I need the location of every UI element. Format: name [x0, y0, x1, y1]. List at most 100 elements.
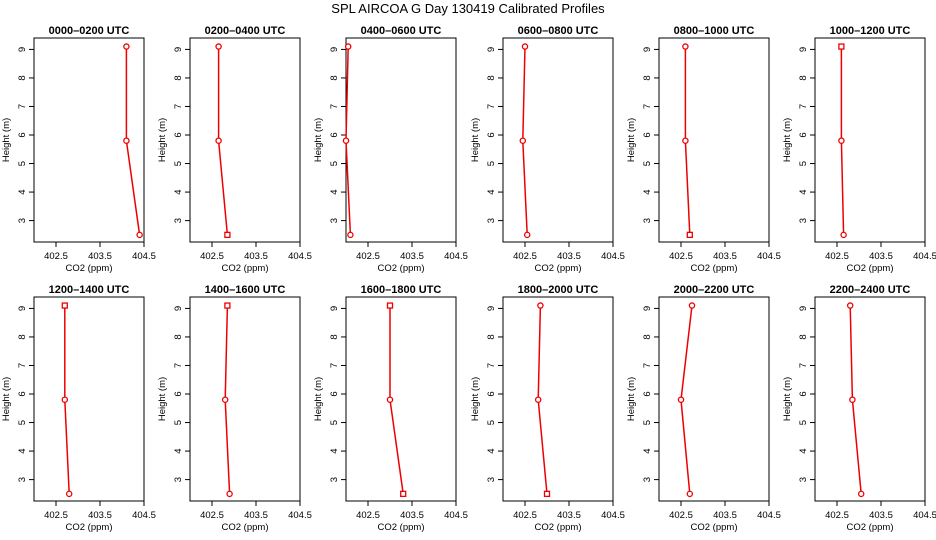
x-tick-label: 403.5 — [244, 510, 268, 521]
x-axis-label: CO2 (ppm) — [378, 522, 425, 533]
x-axis-label: CO2 (ppm) — [847, 522, 894, 533]
y-tick-label: 9 — [329, 306, 340, 311]
data-point-square — [224, 231, 231, 239]
x-tick-label: 403.5 — [400, 251, 424, 262]
x-tick-label: 404.5 — [757, 251, 781, 262]
y-axis-label: Height (m) — [782, 377, 793, 421]
y-tick-label: 8 — [329, 334, 340, 339]
y-tick-label: 4 — [329, 189, 340, 194]
x-tick-label: 402.5 — [200, 510, 224, 521]
x-axis-label: CO2 (ppm) — [378, 263, 425, 274]
data-point-circle — [523, 231, 531, 239]
x-axis-label: CO2 (ppm) — [222, 522, 269, 533]
data-point-circle — [840, 231, 847, 239]
data-point-circle — [65, 490, 73, 498]
panel-title: 0800–1000 UTC — [674, 25, 755, 37]
data-point-circle — [521, 43, 529, 50]
y-axis-label: Height (m) — [626, 377, 637, 421]
y-tick-label: 8 — [798, 75, 809, 80]
data-point-square — [543, 490, 551, 498]
data-point-square — [386, 302, 394, 309]
y-tick-label: 7 — [798, 363, 809, 368]
panel-title: 1600–1800 UTC — [361, 284, 442, 296]
y-tick-label: 6 — [17, 391, 28, 396]
data-point-circle — [386, 396, 394, 403]
data-point-circle — [344, 43, 352, 50]
x-axis-label: CO2 (ppm) — [66, 263, 113, 274]
y-tick-label: 7 — [798, 104, 809, 109]
y-tick-label: 8 — [798, 334, 809, 339]
x-axis-label: CO2 (ppm) — [66, 522, 113, 533]
y-tick-label: 6 — [486, 132, 497, 137]
data-point-circle — [215, 137, 222, 144]
x-tick-label: 403.5 — [88, 251, 112, 262]
y-tick-label: 8 — [486, 334, 497, 339]
y-axis-label: Height (m) — [470, 377, 481, 421]
y-tick-label: 8 — [17, 75, 28, 80]
y-tick-label: 5 — [17, 420, 28, 425]
plot-frame — [189, 296, 301, 502]
panel-title: 1400–1600 UTC — [205, 284, 286, 296]
y-tick-label: 3 — [486, 477, 497, 482]
y-tick-label: 4 — [486, 448, 497, 453]
y-tick-label: 7 — [17, 104, 28, 109]
y-tick-label: 7 — [17, 363, 28, 368]
y-tick-label: 3 — [642, 477, 653, 482]
y-tick-label: 9 — [642, 47, 653, 52]
y-tick-label: 8 — [173, 75, 184, 80]
x-tick-label: 403.5 — [400, 510, 424, 521]
plot-frame — [345, 296, 457, 502]
data-point-circle — [342, 137, 350, 144]
y-tick-label: 9 — [173, 306, 184, 311]
y-tick-label: 4 — [173, 448, 184, 453]
y-tick-label: 6 — [173, 391, 184, 396]
y-tick-label: 8 — [642, 75, 653, 80]
data-point-circle — [226, 490, 233, 498]
y-tick-label: 6 — [329, 391, 340, 396]
data-point-circle — [347, 231, 354, 239]
y-tick-label: 9 — [642, 306, 653, 311]
y-tick-label: 6 — [173, 132, 184, 137]
data-point-square — [61, 302, 68, 309]
x-tick-label: 403.5 — [713, 251, 737, 262]
data-point-square — [224, 302, 231, 309]
y-tick-label: 3 — [17, 477, 28, 482]
x-tick-label: 403.5 — [869, 510, 893, 521]
y-axis-label: Height (m) — [157, 377, 168, 421]
y-tick-label: 5 — [798, 420, 809, 425]
x-tick-label: 404.5 — [913, 510, 936, 521]
plot-frame — [814, 37, 926, 243]
y-tick-label: 7 — [173, 104, 184, 109]
data-point-circle — [221, 396, 229, 403]
panel-title: 0000–0200 UTC — [49, 25, 130, 37]
y-tick-label: 7 — [642, 104, 653, 109]
data-point-circle — [686, 490, 694, 498]
y-tick-label: 9 — [486, 306, 497, 311]
x-tick-label: 403.5 — [557, 251, 581, 262]
data-point-circle — [682, 43, 689, 50]
y-tick-label: 3 — [798, 218, 809, 223]
y-axis-label: Height (m) — [470, 118, 481, 162]
x-tick-label: 404.5 — [601, 510, 625, 521]
data-point-circle — [61, 396, 69, 403]
x-axis-label: CO2 (ppm) — [691, 522, 738, 533]
data-point-circle — [136, 231, 143, 239]
x-tick-label: 404.5 — [913, 251, 936, 262]
x-tick-label: 402.5 — [44, 251, 68, 262]
data-point-circle — [849, 396, 856, 403]
x-tick-label: 404.5 — [444, 251, 468, 262]
y-tick-label: 3 — [798, 477, 809, 482]
data-point-circle — [846, 302, 854, 309]
y-axis-label: Height (m) — [313, 118, 324, 162]
plot-frame — [658, 37, 770, 243]
y-tick-label: 4 — [17, 448, 28, 453]
y-tick-label: 5 — [798, 161, 809, 166]
x-tick-label: 403.5 — [713, 510, 737, 521]
plot-frame — [502, 37, 614, 243]
x-axis-label: CO2 (ppm) — [691, 263, 738, 274]
data-point-circle — [688, 302, 696, 309]
data-point-circle — [857, 490, 865, 498]
plot-frame — [345, 37, 457, 243]
plot-frame — [814, 296, 926, 502]
y-tick-label: 4 — [642, 448, 653, 453]
